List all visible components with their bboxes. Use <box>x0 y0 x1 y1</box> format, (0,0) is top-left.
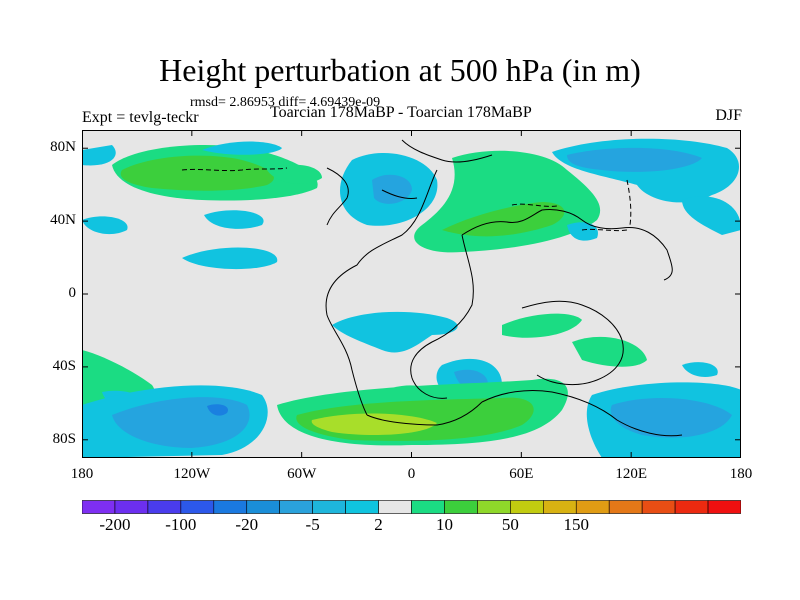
anomaly-contour <box>567 147 702 172</box>
colorbar-swatch <box>312 500 346 514</box>
colorbar-swatch <box>114 500 149 514</box>
map-panel <box>82 130 741 458</box>
lon-tick-label: 60E <box>509 466 534 482</box>
colorbar-label: 150 <box>563 515 590 534</box>
colorbar-swatch <box>575 500 610 514</box>
lon-tick-label: 60W <box>287 466 317 482</box>
coastline <box>511 203 558 207</box>
anomaly-contour <box>372 174 412 204</box>
colorbar-swatch <box>378 500 412 514</box>
lon-tick-label: 180 <box>729 466 753 482</box>
lon-tick-label: 120E <box>615 466 647 482</box>
lat-tick-label: 40S <box>52 357 76 374</box>
coastline <box>181 167 288 172</box>
colorbar-swatch <box>444 500 478 514</box>
anomaly-contour <box>332 311 458 353</box>
colorbar-swatch <box>411 500 445 514</box>
chart-title: Height perturbation at 500 hPa (in m) <box>159 52 641 88</box>
coastline <box>481 389 683 437</box>
anomaly-contour <box>682 362 718 377</box>
colorbar-swatch <box>147 500 182 514</box>
colorbar-swatch <box>180 500 215 514</box>
coastline <box>581 228 628 232</box>
colorbar-swatch <box>542 500 577 514</box>
coastline <box>410 234 474 399</box>
anomaly-contour <box>82 145 116 166</box>
anomaly-contour <box>682 196 741 235</box>
colorbar-swatch <box>510 500 544 514</box>
colorbar-swatch <box>246 500 281 514</box>
coastline <box>461 209 673 281</box>
anomaly-contour <box>610 397 732 438</box>
colorbar-label: -200 <box>99 515 131 534</box>
experiment-label: Expt = tevlg-teckr <box>82 109 199 126</box>
season-label: DJF <box>715 107 742 124</box>
anomaly-contour <box>567 222 598 241</box>
colorbar-swatch <box>279 500 313 514</box>
colorbar-label: 2 <box>374 515 383 534</box>
coastline <box>521 300 624 385</box>
colorbar-swatch <box>477 500 511 514</box>
lat-tick-label: 0 <box>68 285 77 301</box>
anomaly-contour <box>572 336 647 367</box>
coastline <box>366 401 483 426</box>
colorbar-swatch <box>707 500 741 514</box>
coastline <box>326 167 349 226</box>
colorbar-swatch <box>345 500 379 514</box>
anomaly-contour <box>204 210 264 229</box>
anomaly-contour <box>82 216 128 235</box>
anomaly-contour <box>202 141 282 155</box>
colorbar-swatch <box>674 500 709 514</box>
coastline <box>381 189 418 199</box>
anomaly-contour <box>267 164 322 184</box>
colorbar-label: 10 <box>435 515 453 534</box>
anomaly-contour <box>207 404 228 416</box>
anomaly-contour <box>311 413 437 435</box>
colorbar-swatch <box>213 500 248 514</box>
colorbar-swatch <box>608 500 643 514</box>
coastline <box>626 179 632 226</box>
colorbar-label: -5 <box>305 515 320 534</box>
lat-tick-label: 40N <box>50 212 76 229</box>
anomaly-contour <box>502 313 582 338</box>
coastline <box>401 139 493 163</box>
stats-text: rmsd= 2.86953 diff= 4.69439e-09 <box>190 95 381 110</box>
lon-tick-label: 0 <box>407 466 416 482</box>
colorbar-label: -20 <box>235 515 259 534</box>
colorbar-swatch <box>82 500 116 514</box>
lon-tick-label: 120W <box>173 466 211 482</box>
chart-subtitle: Toarcian 178MaBP - Toarcian 178MaBP <box>270 104 532 121</box>
colorbar <box>82 500 741 514</box>
anomaly-contour <box>442 202 565 237</box>
lon-tick-label: 180 <box>70 466 94 482</box>
lat-tick-label: 80N <box>50 139 76 156</box>
lat-tick-label: 80S <box>52 430 76 447</box>
colorbar-label: -100 <box>165 515 197 534</box>
anomaly-contour <box>120 155 274 191</box>
colorbar-swatch <box>641 500 676 514</box>
coastline <box>325 169 438 416</box>
colorbar-label: 50 <box>501 515 519 534</box>
anomaly-contour <box>182 247 278 270</box>
